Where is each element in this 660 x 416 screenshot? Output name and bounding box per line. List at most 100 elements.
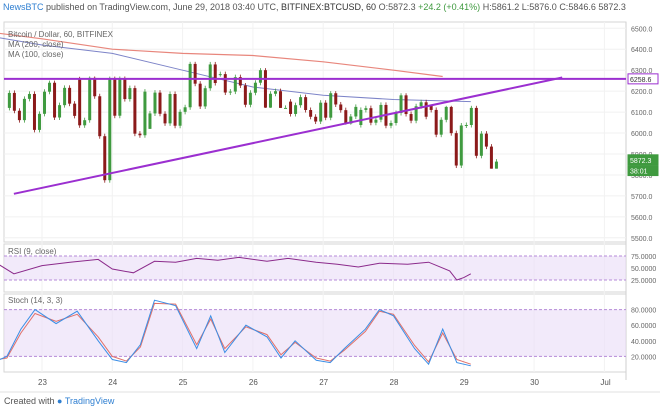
candle-body <box>103 136 107 181</box>
legend-title: Bitcoin / Dollar, 60, BITFINEX <box>8 30 113 39</box>
price-tick-label: 5700.0 <box>631 194 653 201</box>
open-label: O: <box>378 2 389 12</box>
price-tick-label: 6200.0 <box>631 89 653 96</box>
candle-body <box>268 93 272 108</box>
candle-body <box>454 133 458 166</box>
price-tick-label: 6100.0 <box>631 110 653 117</box>
legend-ma100: MA (100, close) <box>8 50 64 59</box>
candle-body <box>389 122 393 126</box>
candle-body <box>339 104 343 111</box>
footer-brand[interactable]: TradingView <box>64 396 115 406</box>
time-tick-label: 27 <box>319 378 328 387</box>
candle-body <box>228 91 232 93</box>
candle-body <box>233 77 237 92</box>
candle-body <box>223 74 227 93</box>
stoch-tick-label: 40.0000 <box>631 339 656 346</box>
candle-body <box>248 92 252 105</box>
time-tick-label: 23 <box>38 378 47 387</box>
candle-body <box>63 87 67 106</box>
time-tick-label: 25 <box>179 378 188 387</box>
candle-body <box>424 102 428 117</box>
price-tick-label: 5600.0 <box>631 215 653 222</box>
candle-body <box>263 70 267 108</box>
low-label: L: <box>521 2 530 12</box>
candle-body <box>163 113 167 124</box>
candle-body <box>379 104 383 120</box>
close-label: C: <box>559 2 569 12</box>
candle-body <box>469 107 473 125</box>
price-axis-badge-text: 6258.6 <box>630 77 652 84</box>
candle-body <box>354 106 358 117</box>
publisher-name[interactable]: NewsBTC <box>3 2 44 12</box>
candle-body <box>374 119 378 123</box>
candle-body <box>334 93 338 105</box>
candle-body <box>314 116 318 122</box>
rsi-legend: RSI (9, close) <box>8 247 57 256</box>
rsi-line <box>0 256 472 281</box>
candle-body <box>32 93 36 130</box>
candle-body <box>22 98 26 121</box>
candle-body <box>148 113 152 129</box>
candle-body <box>118 78 122 116</box>
candle-body <box>133 88 137 134</box>
candle-body <box>203 88 207 107</box>
candle-body <box>68 87 72 104</box>
candle-body <box>364 108 368 110</box>
candle-body <box>309 110 313 117</box>
ascending-trendline <box>13 76 563 195</box>
stoch-k-line <box>0 299 471 367</box>
candle-body <box>143 91 147 136</box>
candle-body <box>88 77 92 121</box>
price-tick-label: 6400.0 <box>631 47 653 54</box>
candle-body <box>53 82 57 118</box>
candle-body <box>193 63 197 84</box>
legend-ma200: MA (200, close) <box>8 40 64 49</box>
low-value: 5876.0 <box>529 2 557 12</box>
candle-body <box>238 77 242 86</box>
close-value-b: 5872.3 <box>598 2 626 12</box>
candle-body <box>449 106 453 134</box>
candle-body <box>108 79 112 181</box>
candle-body <box>369 108 373 123</box>
candle-body <box>17 110 21 121</box>
candle-body <box>394 113 398 123</box>
candle-body <box>27 93 31 99</box>
candle-body <box>349 116 353 124</box>
candle-body <box>138 133 142 136</box>
candle-body <box>399 95 403 114</box>
rsi-tick-label: 25.0000 <box>631 278 656 285</box>
candle-body <box>113 79 117 116</box>
candle-body <box>459 125 463 166</box>
published-text: published on TradingView.com, June 29, 2… <box>46 2 277 12</box>
symbol-text: BITFINEX:BTCUSD, 60 <box>281 2 377 12</box>
stoch-legend: Stoch (14, 3, 3) <box>8 296 63 305</box>
candle-body <box>78 79 82 126</box>
candle-body <box>37 113 41 130</box>
candle-body <box>178 111 182 126</box>
open-value: 5872.3 <box>388 2 416 12</box>
candle-body <box>183 107 187 112</box>
candle-body <box>429 105 433 110</box>
candle-body <box>188 63 192 108</box>
candle-body <box>43 91 47 114</box>
candle-body <box>304 97 308 111</box>
price-tick-label: 6500.0 <box>631 26 653 33</box>
candle-body <box>173 94 177 126</box>
price-axis-badge <box>627 73 659 85</box>
candle-body <box>243 85 247 105</box>
time-tick-label: 26 <box>249 378 258 387</box>
candle-body <box>289 101 293 114</box>
price-legend: Bitcoin / Dollar, 60, BITFINEX MA (200, … <box>8 30 113 60</box>
footer-created: Created with <box>4 396 55 406</box>
high-label: H: <box>482 2 492 12</box>
candle-body <box>439 119 443 135</box>
candle-body <box>273 91 277 94</box>
price-axis-badge <box>627 165 659 177</box>
candle-body <box>414 106 418 121</box>
candle-body <box>324 102 328 118</box>
stoch-band <box>4 309 626 357</box>
candle-body <box>294 105 298 114</box>
candle-body <box>284 107 288 109</box>
candle-body <box>258 70 262 83</box>
